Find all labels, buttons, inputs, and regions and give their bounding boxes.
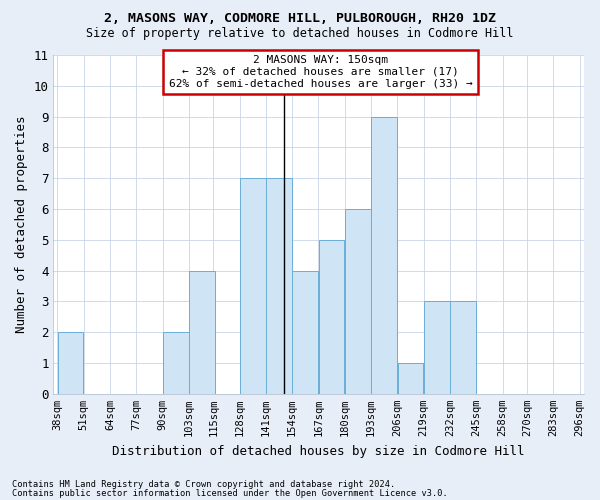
Bar [398,363,424,394]
Bar [424,302,450,394]
Bar [240,178,266,394]
Bar [451,302,476,394]
Bar [292,270,318,394]
Text: Contains public sector information licensed under the Open Government Licence v3: Contains public sector information licen… [12,488,448,498]
Bar [371,116,397,394]
X-axis label: Distribution of detached houses by size in Codmore Hill: Distribution of detached houses by size … [112,444,525,458]
Y-axis label: Number of detached properties: Number of detached properties [15,116,28,333]
Bar [345,209,371,394]
Text: 2 MASONS WAY: 150sqm
← 32% of detached houses are smaller (17)
62% of semi-detac: 2 MASONS WAY: 150sqm ← 32% of detached h… [169,56,472,88]
Text: 2, MASONS WAY, CODMORE HILL, PULBOROUGH, RH20 1DZ: 2, MASONS WAY, CODMORE HILL, PULBOROUGH,… [104,12,496,26]
Text: Size of property relative to detached houses in Codmore Hill: Size of property relative to detached ho… [86,28,514,40]
Bar [266,178,292,394]
Text: Contains HM Land Registry data © Crown copyright and database right 2024.: Contains HM Land Registry data © Crown c… [12,480,395,489]
Bar [189,270,215,394]
Bar [163,332,188,394]
Bar [319,240,344,394]
Bar [58,332,83,394]
